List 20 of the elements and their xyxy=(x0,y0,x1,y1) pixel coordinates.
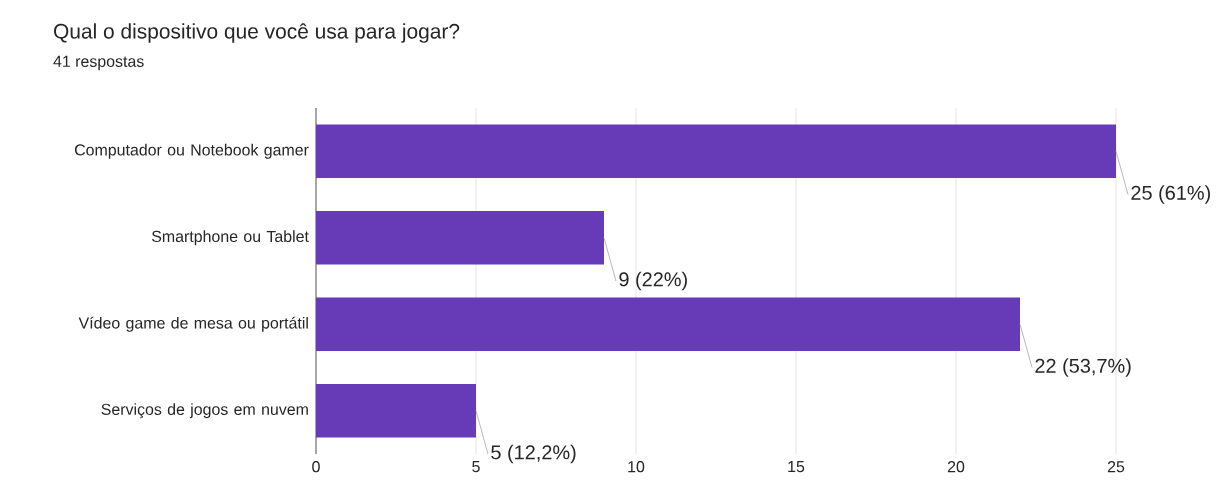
data-label: 22 (53,7%) xyxy=(1035,358,1131,377)
data-label: 9 (22%) xyxy=(619,271,687,291)
y-tick-label: Vídeo game de mesa ou portátil xyxy=(78,316,308,332)
x-tick-label: 25 xyxy=(1107,461,1125,473)
y-tick-label: Smartphone ou Tablet xyxy=(151,230,309,246)
y-tick-label: Serviços de jogos em nuvem xyxy=(101,403,308,419)
chart-title: Qual o dispositivo que você usa para jogar? xyxy=(54,23,460,43)
bar xyxy=(316,383,476,438)
text: 41 respostas xyxy=(53,55,144,71)
x-tick-label: 10 xyxy=(628,461,645,473)
data-label: 5 (12,2%) xyxy=(491,444,576,464)
bar xyxy=(316,210,604,265)
x-tick-label: 15 xyxy=(788,461,805,473)
x-tick-label: 20 xyxy=(947,461,965,473)
bar xyxy=(316,297,1020,352)
x-tick-label: 0 xyxy=(312,461,320,473)
y-tick-label: Computador ou Notebook gamer xyxy=(74,143,309,159)
data-label: 25 (61%) xyxy=(1131,185,1210,204)
bar xyxy=(316,124,1117,179)
x-tick-label: 5 xyxy=(472,461,480,473)
